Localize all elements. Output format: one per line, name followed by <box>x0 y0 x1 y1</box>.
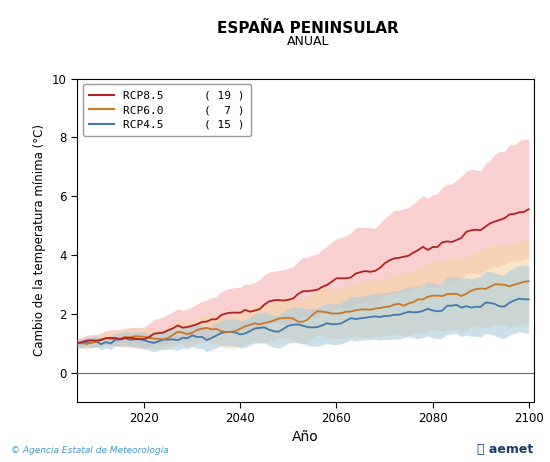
Text: ANUAL: ANUAL <box>287 35 329 48</box>
Y-axis label: Cambio de la temperatura mínima (°C): Cambio de la temperatura mínima (°C) <box>33 124 46 356</box>
Legend: RCP8.5      ( 19 ), RCP6.0      (  7 ), RCP4.5      ( 15 ): RCP8.5 ( 19 ), RCP6.0 ( 7 ), RCP4.5 ( 15… <box>82 84 251 136</box>
Text: ESPAÑA PENINSULAR: ESPAÑA PENINSULAR <box>217 21 399 36</box>
Text: © Agencia Estatal de Meteorología: © Agencia Estatal de Meteorología <box>11 446 169 455</box>
X-axis label: Año: Año <box>292 430 318 444</box>
Text: 🞣 aemet: 🞣 aemet <box>477 444 534 456</box>
